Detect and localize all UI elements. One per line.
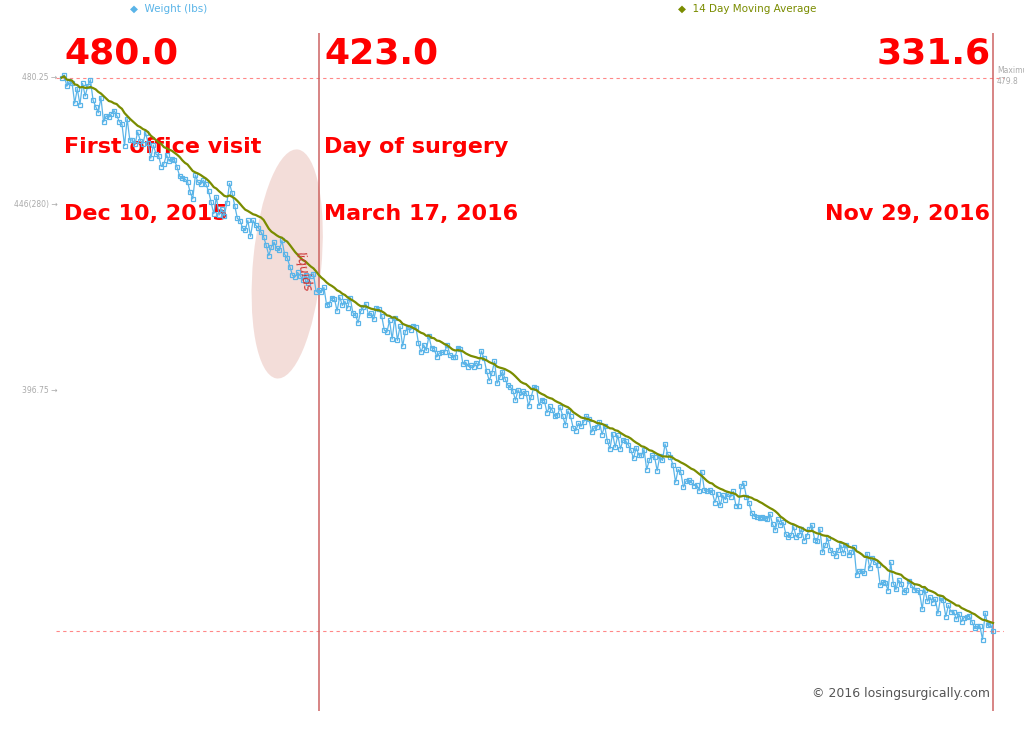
Text: Nov 29, 2016: Nov 29, 2016: [825, 205, 990, 224]
Text: liquids: liquids: [293, 250, 313, 292]
Text: ◆  14 Day Moving Average: ◆ 14 Day Moving Average: [678, 4, 817, 14]
Text: © 2016 losingsurgically.com: © 2016 losingsurgically.com: [812, 687, 990, 700]
Text: First office visit: First office visit: [65, 137, 261, 158]
Text: 423.0: 423.0: [324, 37, 438, 70]
Text: 396.75 →: 396.75 →: [23, 386, 57, 395]
Text: 480.25 →: 480.25 →: [23, 73, 57, 82]
Text: March 17, 2016: March 17, 2016: [324, 205, 518, 224]
Text: Maximum
479.8: Maximum 479.8: [997, 66, 1024, 86]
Text: Dec 10, 2015: Dec 10, 2015: [65, 205, 227, 224]
Text: Day of surgery: Day of surgery: [324, 137, 508, 158]
Text: 331.6: 331.6: [877, 37, 990, 70]
Text: 446(280) →: 446(280) →: [14, 200, 57, 209]
Text: ◆  Weight (lbs): ◆ Weight (lbs): [130, 4, 208, 14]
Text: 480.0: 480.0: [65, 37, 178, 70]
Ellipse shape: [252, 150, 323, 378]
